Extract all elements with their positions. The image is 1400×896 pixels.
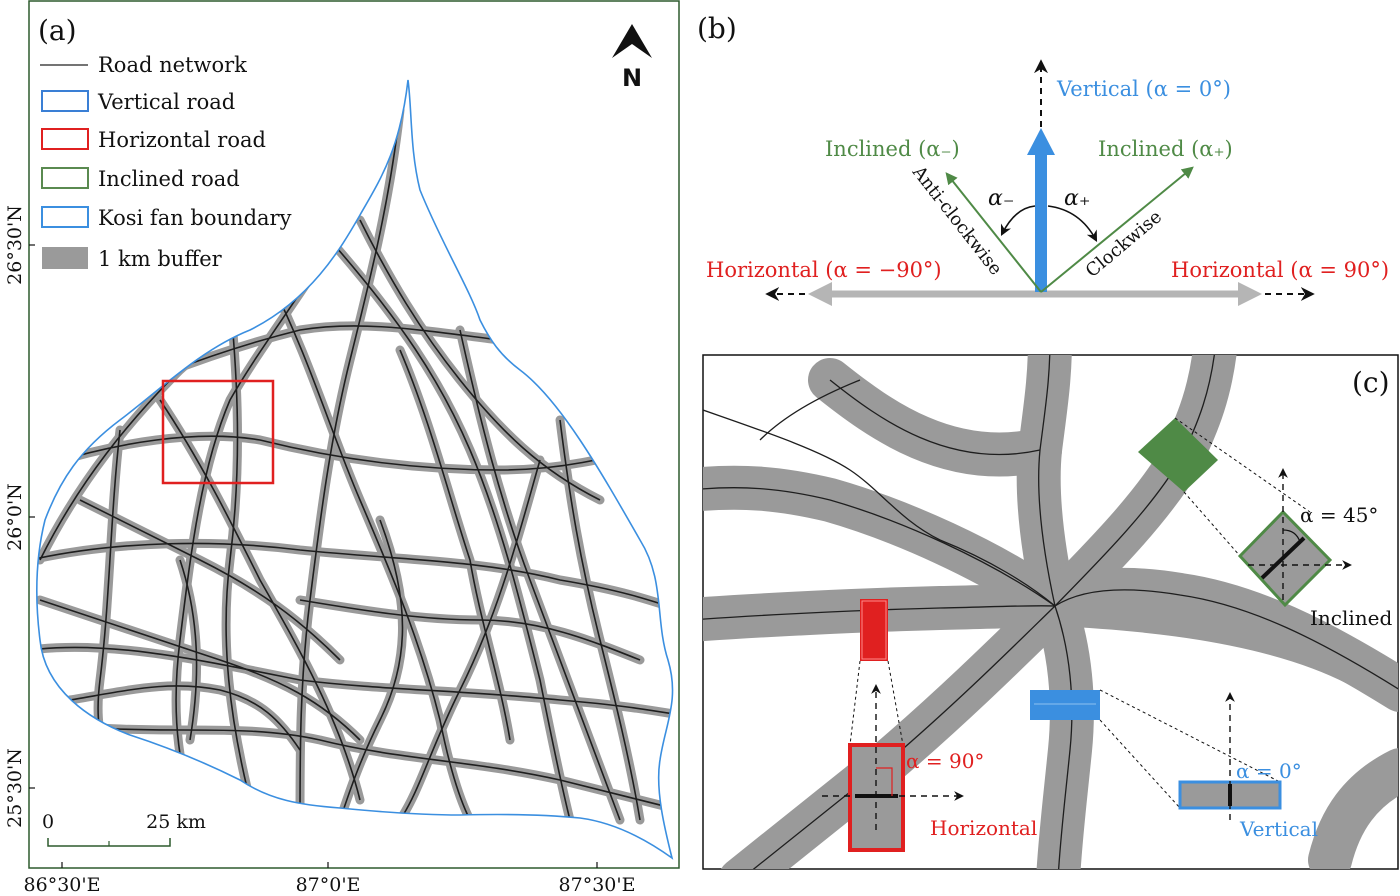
panel-a: (a) Road network Vertical road Horizonta… [4, 0, 680, 896]
legend-swatch-buffer [42, 247, 88, 269]
x-tick-label: 87°0'E [296, 874, 361, 896]
vertical-axis [1027, 59, 1055, 292]
tick-marks [29, 244, 598, 868]
vertical-example: α = 0° Vertical [1030, 689, 1318, 841]
kosi-fan-boundary [35, 79, 674, 860]
inclined-label: Inclined [1310, 606, 1392, 630]
horizontal-right-label: Horizontal (α = 90°) [1171, 258, 1389, 282]
alpha-minus-label: α₋ [988, 186, 1014, 211]
y-tick-label: 26°0'N [4, 483, 26, 551]
inclined-example: α = 45° Inclined [1138, 417, 1392, 630]
alpha-plus-arc [1047, 205, 1098, 242]
horizontal-axis [765, 282, 1315, 306]
panel-a-label: (a) [38, 14, 77, 47]
y-tick-label: 26°30'N [4, 205, 26, 285]
inclined-angle-label: α = 45° [1300, 503, 1378, 527]
scale-end: 25 km [146, 811, 206, 833]
inclined-plus-arrow [1040, 166, 1194, 293]
legend: Road network Vertical road Horizontal ro… [40, 53, 292, 271]
panel-c: (c) α = 45° Inclined α = 90° H [702, 354, 1399, 870]
y-tick-label: 25°30'N [4, 748, 26, 828]
inclined-minus-arrow [945, 172, 1042, 293]
inset-box [161, 379, 275, 485]
vertical-label: Vertical (α = 0°) [1056, 77, 1231, 101]
legend-buffer: 1 km buffer [98, 247, 223, 271]
legend-vertical-road: Vertical road [97, 90, 235, 114]
vertical-angle-label: α = 0° [1236, 759, 1302, 783]
scale-bar: 0 25 km [42, 811, 206, 847]
x-tick-label: 86°30'E [24, 874, 101, 896]
x-tick-label: 87°30'E [559, 874, 636, 896]
legend-swatch-vertical-road [41, 90, 89, 112]
horizontal-left-label: Horizontal (α = −90°) [706, 258, 942, 282]
north-arrow-icon: N [612, 24, 652, 92]
panel-c-label: (c) [1352, 366, 1390, 399]
horizontal-example: α = 90° Horizontal [822, 599, 1037, 852]
road-network [36, 105, 673, 825]
legend-inclined-road: Inclined road [98, 167, 240, 191]
horizontal-angle-label: α = 90° [906, 749, 984, 773]
vertical-label: Vertical [1239, 817, 1318, 841]
inclined-minus-label: Inclined (α₋) [825, 137, 960, 161]
alpha-minus-arc [1000, 205, 1036, 237]
clockwise-label: Clockwise [1082, 206, 1166, 281]
alpha-plus-label: α₊ [1064, 186, 1090, 211]
legend-swatch-fan-boundary [41, 206, 89, 228]
legend-fan-boundary: Kosi fan boundary [98, 206, 292, 230]
horizontal-label: Horizontal [930, 816, 1037, 840]
panel-b: (b) Vertical (α = 0°) Inclined (α₋) Incl… [697, 12, 1389, 306]
legend-swatch-horizontal-road [41, 128, 89, 150]
panel-a-frame [28, 0, 680, 869]
legend-swatch-inclined-road [41, 167, 89, 189]
inclined-plus-label: Inclined (α₊) [1098, 137, 1233, 161]
panel-b-label: (b) [697, 12, 737, 45]
scale-start: 0 [42, 811, 54, 833]
north-label: N [622, 64, 642, 92]
legend-horizontal-road: Horizontal road [98, 128, 266, 152]
legend-road-network: Road network [98, 53, 247, 77]
